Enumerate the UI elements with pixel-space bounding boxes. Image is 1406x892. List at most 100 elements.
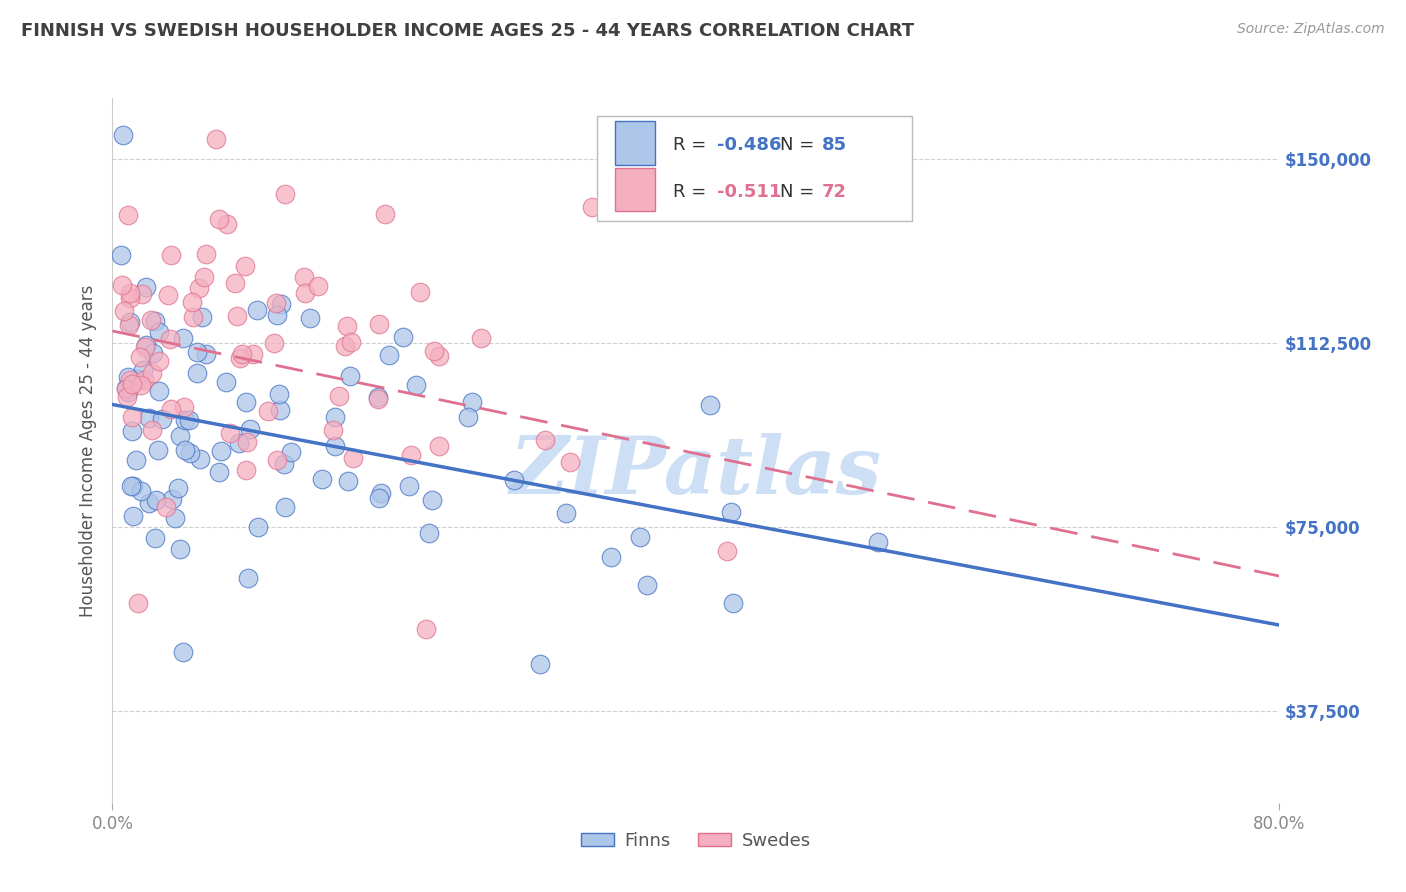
- Point: [141, 366, 163, 380]
- Point: [111, 277, 134, 292]
- Point: [335, 339, 357, 353]
- Point: [160, 491, 183, 506]
- Point: [374, 207, 396, 221]
- Point: [337, 475, 360, 489]
- Point: [172, 645, 194, 659]
- Point: [215, 217, 238, 231]
- Point: [298, 310, 321, 325]
- Point: [194, 247, 217, 261]
- FancyBboxPatch shape: [616, 168, 655, 211]
- Point: [138, 411, 160, 425]
- Point: [115, 381, 138, 395]
- Point: [166, 481, 188, 495]
- Point: [328, 389, 350, 403]
- Point: [193, 269, 215, 284]
- Point: [323, 439, 346, 453]
- Point: [264, 295, 287, 310]
- Point: [367, 392, 389, 406]
- Point: [141, 345, 163, 359]
- Point: [405, 377, 427, 392]
- Text: -0.511: -0.511: [717, 183, 782, 201]
- Point: [339, 368, 361, 383]
- Point: [177, 412, 200, 426]
- Legend: Finns, Swedes: Finns, Swedes: [574, 825, 818, 857]
- Point: [225, 309, 247, 323]
- Point: [135, 280, 157, 294]
- Point: [148, 325, 170, 339]
- Text: N =: N =: [780, 136, 820, 154]
- Text: FINNISH VS SWEDISH HOUSEHOLDER INCOME AGES 25 - 44 YEARS CORRELATION CHART: FINNISH VS SWEDISH HOUSEHOLDER INCOME AG…: [21, 22, 914, 40]
- Point: [716, 544, 738, 558]
- Point: [368, 317, 391, 331]
- Point: [558, 455, 581, 469]
- Point: [636, 577, 658, 591]
- Point: [129, 350, 152, 364]
- Point: [172, 331, 194, 345]
- Point: [238, 571, 260, 585]
- Point: [322, 423, 344, 437]
- Point: [247, 519, 270, 533]
- Point: [120, 479, 142, 493]
- Point: [266, 453, 288, 467]
- Point: [398, 479, 420, 493]
- Point: [148, 354, 170, 368]
- Point: [118, 318, 141, 332]
- Point: [370, 486, 392, 500]
- Point: [581, 200, 603, 214]
- Point: [157, 287, 180, 301]
- Point: [131, 363, 153, 377]
- Point: [117, 390, 139, 404]
- Point: [239, 422, 262, 436]
- Point: [423, 343, 446, 358]
- Point: [720, 505, 742, 519]
- Point: [470, 330, 492, 344]
- Point: [378, 347, 401, 361]
- Point: [409, 285, 432, 300]
- Point: [127, 372, 149, 386]
- Point: [235, 462, 257, 476]
- Text: Source: ZipAtlas.com: Source: ZipAtlas.com: [1237, 22, 1385, 37]
- Point: [266, 308, 288, 322]
- Point: [121, 409, 143, 424]
- Text: -0.486: -0.486: [717, 136, 782, 154]
- Point: [294, 285, 316, 300]
- Point: [224, 277, 246, 291]
- Point: [187, 281, 209, 295]
- Point: [183, 310, 205, 325]
- Text: R =: R =: [672, 183, 711, 201]
- Point: [868, 535, 890, 549]
- Point: [399, 449, 422, 463]
- Point: [256, 404, 278, 418]
- Point: [148, 384, 170, 398]
- Point: [160, 401, 183, 416]
- Point: [129, 378, 152, 392]
- Point: [143, 531, 166, 545]
- Point: [342, 450, 364, 465]
- Point: [270, 297, 292, 311]
- Point: [231, 347, 253, 361]
- Point: [118, 291, 141, 305]
- Point: [139, 313, 162, 327]
- Point: [122, 479, 145, 493]
- Point: [340, 334, 363, 349]
- Point: [205, 132, 228, 146]
- Point: [529, 657, 551, 671]
- Point: [533, 433, 555, 447]
- Text: 85: 85: [823, 136, 848, 154]
- Point: [311, 472, 333, 486]
- Point: [117, 370, 139, 384]
- Point: [503, 473, 526, 487]
- Point: [169, 429, 191, 443]
- Point: [114, 383, 136, 397]
- Point: [125, 452, 148, 467]
- Point: [367, 491, 389, 506]
- Point: [246, 302, 269, 317]
- Point: [367, 390, 389, 404]
- Point: [179, 446, 201, 460]
- Point: [599, 549, 621, 564]
- Point: [335, 319, 357, 334]
- Point: [174, 442, 197, 457]
- Text: N =: N =: [780, 183, 820, 201]
- Point: [121, 424, 143, 438]
- Point: [457, 409, 479, 424]
